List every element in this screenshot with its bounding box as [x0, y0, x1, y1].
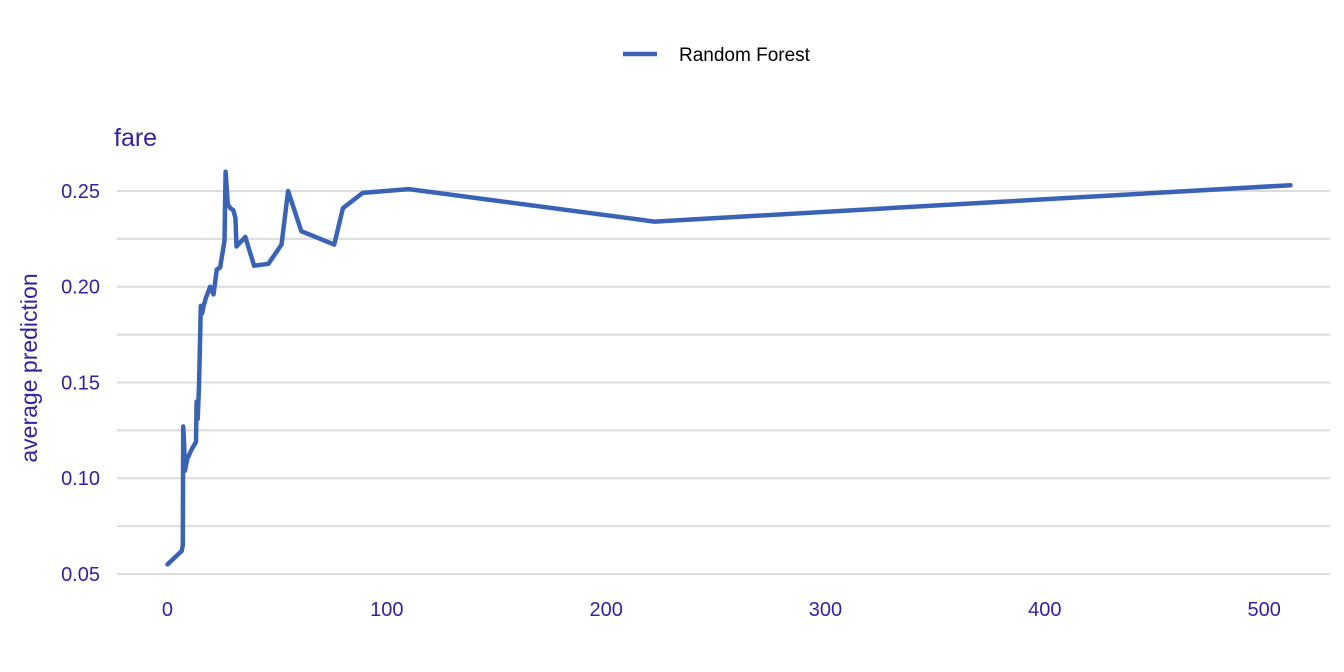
y-tick-label: 0.25 — [61, 181, 100, 203]
y-axis-ticks: 0.05 0.10 0.15 0.20 0.25 — [61, 181, 100, 586]
x-tick-label: 300 — [809, 599, 842, 621]
x-tick-label: 500 — [1248, 599, 1281, 621]
y-tick-label: 0.10 — [61, 468, 100, 490]
y-tick-label: 0.05 — [61, 564, 100, 586]
x-tick-label: 200 — [589, 599, 622, 621]
series-line-random-forest — [165, 169, 1293, 567]
legend: Random Forest — [623, 45, 811, 66]
gridlines — [117, 189, 1330, 575]
chart-title: fare — [114, 124, 157, 152]
y-tick-label: 0.20 — [61, 277, 100, 299]
x-tick-label: 400 — [1028, 599, 1061, 621]
x-axis-ticks: 0 100 200 300 400 500 — [162, 599, 1281, 621]
x-tick-label: 0 — [162, 599, 173, 621]
x-tick-label: 100 — [370, 599, 403, 621]
y-axis-title: average prediction — [16, 273, 42, 462]
series-layer — [165, 169, 1293, 567]
y-tick-label: 0.15 — [61, 372, 100, 394]
legend-label-random-forest: Random Forest — [679, 45, 811, 66]
